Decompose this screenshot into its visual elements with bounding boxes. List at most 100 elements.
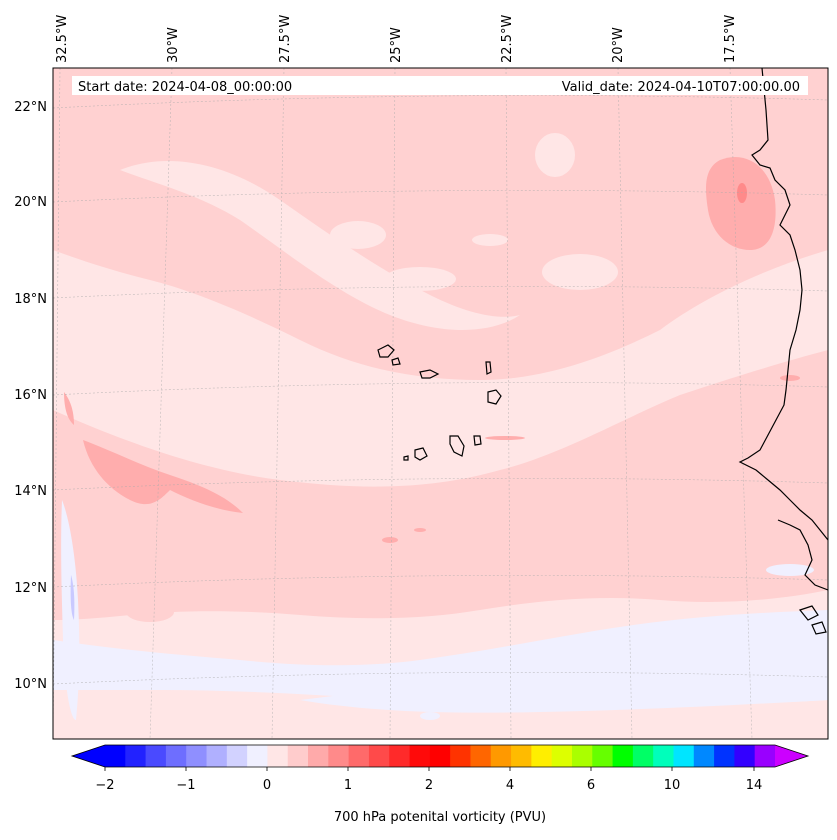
colorbar-cell	[368, 745, 390, 767]
colorbar-cell	[409, 745, 431, 767]
cape-verde-maio	[473, 435, 482, 446]
colorbar-cell	[247, 745, 269, 767]
colorbar-tick-label: 2	[425, 778, 433, 793]
lat-label: 18°N	[14, 292, 47, 307]
pv-band-main	[53, 68, 828, 380]
pv-patch-medium-2	[382, 537, 398, 543]
lat-label: 10°N	[14, 677, 47, 692]
lon-label: 27.5°W	[278, 15, 293, 63]
pv-patch-medium-4	[414, 528, 426, 532]
colorbar-cell	[612, 745, 634, 767]
pv-patch-medium-5	[780, 375, 800, 381]
colorbar-tick-label: 0	[263, 778, 271, 793]
lon-label: 30°W	[166, 27, 181, 63]
colorbar-cell	[226, 745, 248, 767]
senegambia-coastline	[777, 519, 828, 591]
colorbar-tick-label: 1	[344, 778, 352, 793]
pv-negative-west-core	[70, 575, 75, 620]
pv-patch-pink-8	[126, 602, 174, 622]
longitude-labels: 32.5°W 30°W 27.5°W 25°W 22.5°W 20°W 17.5…	[55, 15, 738, 63]
lon-label: 25°W	[389, 27, 404, 63]
colorbar-cell	[105, 745, 126, 767]
colorbar-cell	[632, 745, 654, 767]
colorbar-cell	[754, 745, 776, 767]
colorbar-cell	[714, 745, 735, 767]
pv-patch-medium-3	[485, 436, 525, 440]
latitude-labels: 22°N 20°N 18°N 16°N 14°N 12°N 10°N	[14, 100, 47, 692]
pv-negative-west	[61, 500, 80, 720]
map-frame	[52, 67, 829, 740]
pv-patch-medium-africa	[705, 156, 776, 250]
colorbar-cell	[693, 745, 715, 767]
colorbar-cells	[105, 745, 776, 767]
colorbar-tick-label: 6	[587, 778, 595, 793]
pv-patch-light-6	[535, 133, 575, 177]
cape-verde-santiago	[449, 435, 465, 457]
pv-patch-light-4	[330, 221, 386, 249]
pv-strip-light-2	[80, 330, 660, 437]
colorbar-cell	[734, 745, 756, 767]
pv-negative-patch-1	[766, 564, 814, 576]
lon-label: 32.5°W	[55, 15, 70, 63]
colorbar-cell	[165, 745, 187, 767]
colorbar: −2 −1 0 1 2 4 6 10 14 700 hPa potenital …	[70, 744, 810, 825]
colorbar-cell	[186, 745, 208, 767]
cape-verde-sao-nicolau	[419, 369, 440, 379]
colorbar-cell	[490, 745, 512, 767]
lat-label: 22°N	[14, 100, 47, 115]
pv-patch-light-3	[384, 267, 456, 291]
colorbar-cell	[308, 745, 329, 767]
colorbar-cell	[450, 745, 472, 767]
colorbar-cell	[287, 745, 309, 767]
colorbar-tick-label: 14	[746, 778, 763, 793]
lat-label: 16°N	[14, 388, 47, 403]
colorbar-cell	[145, 745, 167, 767]
guinea-bissau-islands	[798, 605, 827, 635]
pv-band-medium-west	[83, 440, 243, 513]
coastlines	[377, 68, 828, 635]
start-date-text: Start date: 2024-04-08_00:00:00	[78, 80, 292, 95]
colorbar-cell	[551, 745, 573, 767]
colorbar-cell	[389, 745, 411, 767]
colorbar-cell	[571, 745, 593, 767]
pv-patch-light-5	[542, 254, 618, 290]
cape-verde-santo-antao	[377, 344, 395, 358]
colorbar-cell	[653, 745, 675, 767]
colorbar-cell	[470, 745, 492, 767]
colorbar-tick-label: −1	[176, 778, 195, 793]
pv-patch-medium-1	[64, 392, 74, 425]
colorbar-tick-label: −2	[95, 778, 114, 793]
cape-verde-fogo	[414, 447, 428, 461]
colorbar-cell	[348, 745, 370, 767]
graticule	[53, 68, 828, 739]
lon-label: 22.5°W	[500, 15, 515, 63]
pv-contour-field	[53, 68, 828, 739]
colorbar-label: 700 hPa potenital vorticity (PVU)	[334, 810, 546, 825]
cape-verde-sao-vicente	[391, 357, 401, 366]
colorbar-cell	[673, 745, 695, 767]
colorbar-cell	[592, 745, 614, 767]
colorbar-extend-min	[72, 745, 105, 767]
africa-coastline	[738, 68, 828, 541]
colorbar-cell	[511, 745, 532, 767]
colorbar-tick-label: 10	[664, 778, 681, 793]
cape-verde-boa-vista	[487, 389, 502, 405]
lat-label: 12°N	[14, 581, 47, 596]
colorbar-extend-max	[775, 745, 808, 767]
pv-band-south	[53, 350, 828, 620]
header-box	[72, 76, 808, 95]
lat-label: 20°N	[14, 195, 47, 210]
lon-label: 20°W	[611, 27, 626, 63]
lat-label: 14°N	[14, 484, 47, 499]
colorbar-ticks	[104, 767, 755, 771]
colorbar-cell	[429, 745, 451, 767]
lon-label: 17.5°W	[723, 15, 738, 63]
cape-verde-brava	[403, 455, 409, 461]
colorbar-cell	[328, 745, 350, 767]
pv-negative-south-strip	[300, 650, 828, 713]
cape-verde-sal	[485, 361, 492, 375]
pv-negative-patch-2	[420, 712, 440, 720]
colorbar-tick-label: 4	[506, 778, 514, 793]
